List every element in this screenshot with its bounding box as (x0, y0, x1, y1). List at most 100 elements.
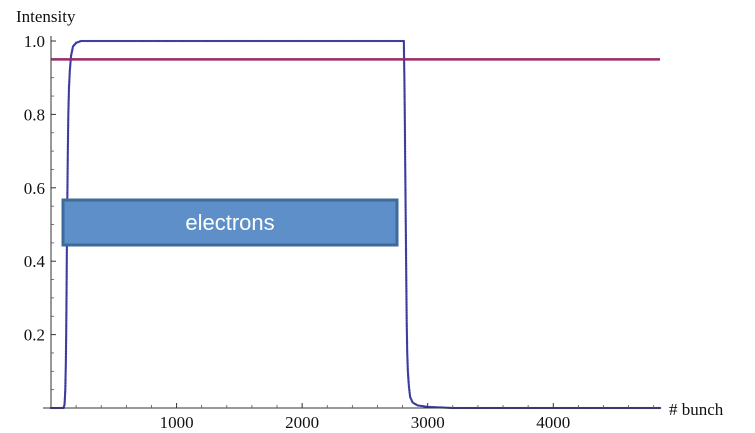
data-point (403, 99, 406, 103)
x-axis-title: # bunch (669, 400, 724, 419)
data-point (188, 39, 191, 43)
data-point (370, 39, 374, 43)
data-point (241, 39, 244, 43)
data-point (153, 39, 156, 43)
data-point (66, 188, 69, 191)
data-point (332, 39, 335, 43)
electrons-annotation: electrons (61, 198, 399, 247)
data-point (66, 145, 70, 148)
data-point (161, 39, 164, 43)
data-point (172, 39, 175, 43)
axes-layer (43, 36, 660, 409)
data-point (110, 39, 113, 43)
data-point (97, 39, 100, 43)
data-point (327, 39, 330, 43)
data-point (166, 39, 169, 43)
data-point (66, 149, 69, 153)
y-tick-label: 0.8 (24, 105, 45, 124)
data-point (119, 39, 123, 43)
data-point (167, 39, 171, 43)
data-point (397, 39, 401, 43)
y-tick-label: 0.6 (24, 179, 45, 198)
data-point (403, 90, 406, 93)
y-axis-title: Intensity (16, 7, 76, 26)
data-point (89, 39, 92, 43)
data-point (115, 39, 118, 43)
data-point (179, 39, 182, 43)
data-point (250, 39, 254, 43)
data-point (403, 95, 406, 98)
data-point (393, 39, 396, 43)
data-point (405, 317, 408, 320)
data-point (124, 39, 128, 43)
data-point (403, 117, 406, 120)
data-point (271, 39, 274, 43)
data-point (201, 39, 204, 43)
data-point (311, 39, 314, 43)
data-point (66, 178, 69, 181)
data-point (207, 39, 211, 43)
data-point (388, 39, 391, 43)
data-point (177, 39, 180, 43)
data-point (306, 39, 310, 43)
data-point (337, 39, 340, 43)
data-point (66, 148, 69, 151)
data-point (210, 39, 214, 43)
data-point (171, 39, 174, 43)
data-point (83, 39, 86, 43)
data-point (65, 286, 68, 289)
data-point (66, 167, 69, 170)
data-point (65, 255, 68, 259)
data-point (180, 39, 183, 43)
data-point (95, 39, 99, 43)
data-point (233, 39, 236, 43)
data-point (225, 39, 228, 43)
data-point (403, 109, 406, 112)
data-point (118, 39, 121, 43)
data-point (324, 39, 327, 43)
x-tick-label: 2000 (285, 413, 319, 432)
data-point (66, 183, 69, 186)
data-point (377, 39, 380, 43)
data-point (65, 268, 68, 271)
data-point (228, 39, 231, 43)
data-point (348, 39, 351, 43)
data-point (92, 39, 96, 43)
data-point (66, 135, 70, 138)
data-point (66, 157, 69, 161)
data-point (302, 39, 305, 43)
data-point (316, 39, 319, 43)
data-point (65, 287, 68, 291)
data-point (274, 39, 278, 43)
data-point (223, 39, 227, 43)
data-point (403, 103, 406, 106)
data-point (294, 39, 297, 43)
data-point (156, 39, 159, 43)
data-point (182, 39, 185, 43)
data-point (67, 119, 70, 122)
data-point (174, 39, 177, 43)
data-point (107, 39, 110, 43)
data-point (66, 132, 70, 135)
data-point (193, 39, 196, 43)
data-point (298, 39, 302, 43)
data-point (147, 39, 150, 43)
data-point (67, 121, 70, 124)
data-point (399, 39, 402, 43)
data-point (343, 39, 346, 43)
data-point (255, 39, 259, 43)
data-point (329, 39, 332, 43)
data-point (345, 39, 348, 43)
data-point (349, 39, 353, 43)
data-point (265, 39, 268, 43)
data-point (405, 303, 408, 306)
data-point (405, 320, 408, 324)
data-point (148, 39, 151, 43)
data-point (175, 39, 179, 43)
data-point (278, 39, 281, 43)
data-point (66, 186, 69, 189)
data-point (190, 39, 193, 43)
data-point (405, 304, 408, 308)
data-point (217, 39, 220, 43)
data-point (65, 270, 68, 273)
